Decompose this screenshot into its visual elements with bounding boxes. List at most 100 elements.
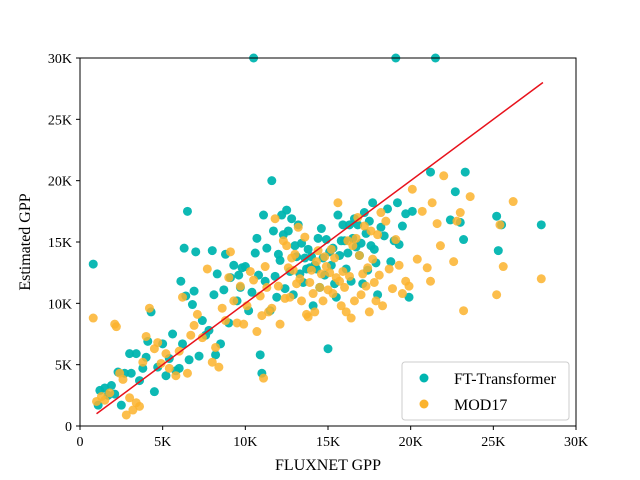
y-axis-label: Estimated GPP [17,193,34,290]
point-mod17 [495,220,505,230]
point-mod17 [144,303,154,313]
point-mod17 [260,262,270,272]
point-mod17 [252,327,262,337]
point-ft-transformer [313,233,323,243]
point-mod17 [161,349,171,359]
point-mod17 [164,363,174,373]
point-mod17 [273,281,283,291]
point-mod17 [156,358,166,368]
legend-marker-ft-transformer [419,373,429,383]
point-mod17 [178,292,188,302]
legend-label-ft-transformer: FT-Transformer [454,371,557,388]
point-ft-transformer [106,381,116,391]
point-mod17 [290,249,300,259]
reference-line [96,81,544,415]
point-mod17 [316,269,326,279]
point-mod17 [427,198,437,208]
point-mod17 [333,198,343,208]
point-mod17 [373,230,383,240]
point-mod17 [439,171,449,181]
point-mod17 [465,192,475,202]
point-mod17 [229,296,239,306]
point-ft-transformer [88,259,98,269]
point-mod17 [455,208,465,218]
x-tick-label: 30K [564,435,588,450]
point-mod17 [318,296,328,306]
point-mod17 [88,313,98,323]
point-ft-transformer [536,220,546,230]
point-ft-transformer [229,260,239,270]
point-mod17 [498,262,508,272]
point-mod17 [128,405,138,415]
point-mod17 [141,331,151,341]
point-mod17 [235,281,245,291]
point-mod17 [391,235,401,245]
point-mod17 [354,250,364,260]
point-mod17 [361,281,371,291]
point-mod17 [353,212,363,222]
point-mod17 [125,393,135,403]
point-mod17 [288,265,298,275]
point-mod17 [422,263,432,273]
point-mod17 [249,275,259,285]
point-mod17 [376,208,386,218]
point-mod17 [459,306,469,316]
point-ft-transformer [369,244,379,254]
point-mod17 [118,374,128,384]
point-mod17 [186,330,196,340]
point-mod17 [138,357,148,367]
point-ft-transformer [333,210,343,220]
point-mod17 [305,277,315,287]
point-ft-transformer [268,226,278,236]
point-ft-transformer [323,344,333,354]
point-mod17 [295,274,305,284]
point-mod17 [105,388,115,398]
x-tick-label: 20K [399,435,423,450]
point-ft-transformer [359,208,369,218]
point-ft-transformer [376,222,386,232]
point-mod17 [224,273,234,283]
point-mod17 [100,395,110,405]
point-mod17 [492,290,502,300]
point-ft-transformer [262,243,272,253]
point-mod17 [358,269,368,279]
point-mod17 [338,266,348,276]
point-mod17 [202,264,212,274]
point-mod17 [336,301,346,311]
point-ft-transformer [182,206,192,216]
point-ft-transformer [191,247,201,257]
point-mod17 [371,296,381,306]
point-mod17 [320,252,330,262]
point-ft-transformer [207,246,217,256]
point-mod17 [349,296,359,306]
point-mod17 [308,289,318,299]
point-ft-transformer [272,292,282,302]
point-mod17 [207,357,217,367]
point-ft-transformer [197,316,207,326]
point-mod17 [326,244,336,254]
point-ft-transformer [283,226,293,236]
ticks-layer: 0 5K 10K 15K 20K 25K 30K 0 5K 10K 15K 20K 25K 30K [48,52,588,450]
point-mod17 [220,316,230,326]
point-mod17 [270,214,280,224]
point-ft-transformer [252,233,262,243]
y-tick-label: 5K [55,359,72,374]
point-ft-transformer [234,270,244,280]
point-mod17 [452,216,462,226]
point-mod17 [325,268,335,278]
point-ft-transformer [211,350,221,360]
point-ft-transformer [383,204,393,214]
point-ft-transformer [343,248,353,258]
point-ft-transformer [282,205,292,215]
point-ft-transformer [459,235,469,245]
point-mod17 [303,312,313,322]
point-mod17 [300,232,310,242]
point-mod17 [348,241,358,251]
x-tick-label: 25K [481,435,505,450]
point-ft-transformer [316,224,326,234]
point-ft-transformer [287,214,297,224]
point-mod17 [412,254,422,264]
point-mod17 [275,319,285,329]
point-mod17 [364,307,374,317]
